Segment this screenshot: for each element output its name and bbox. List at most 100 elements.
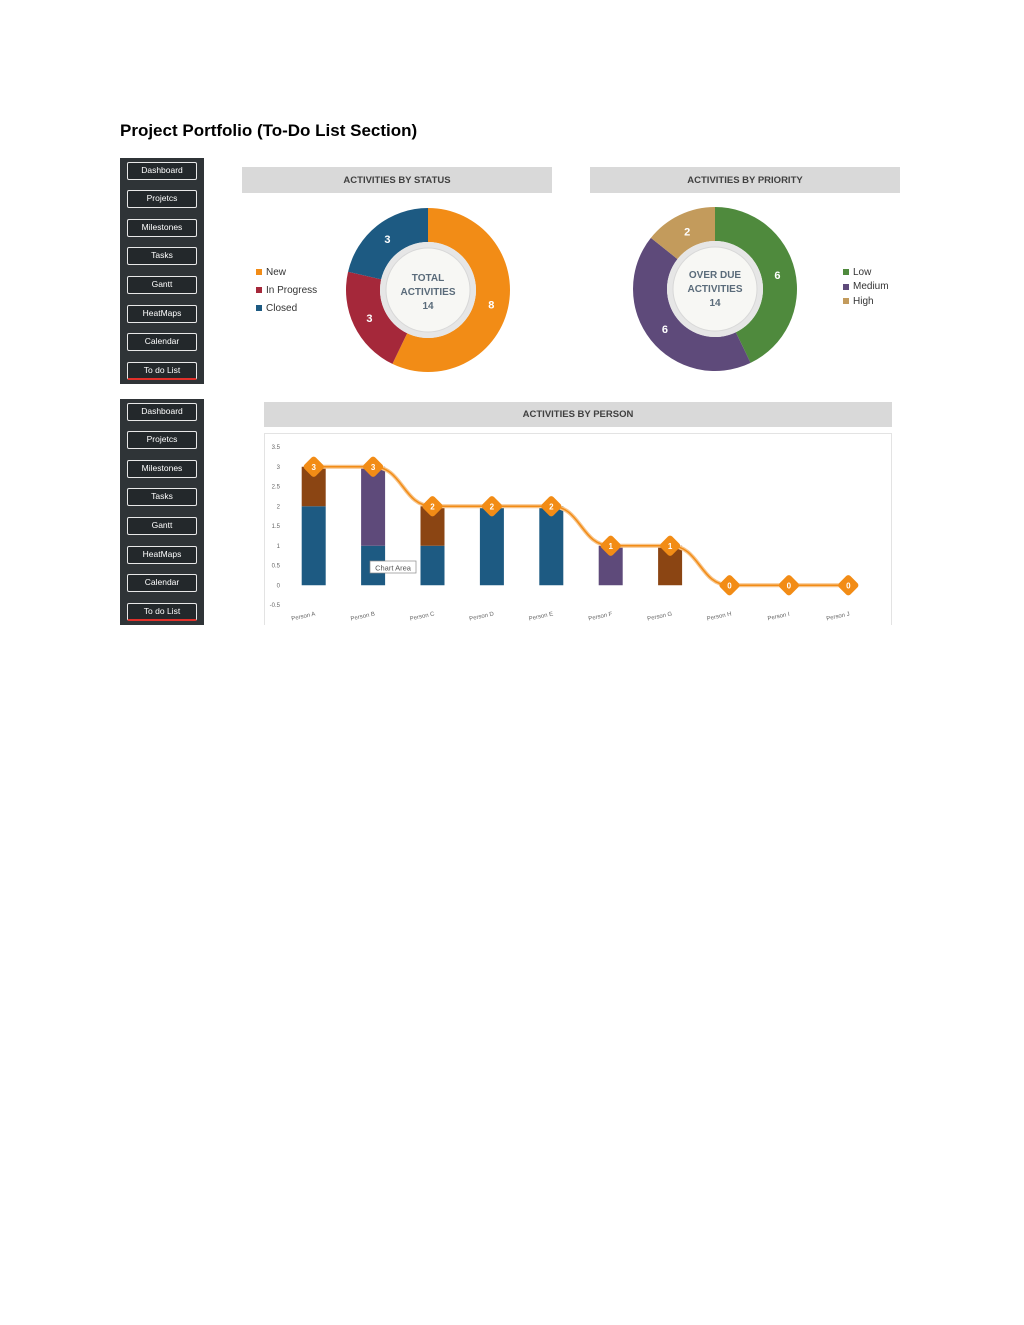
- nav-milestones-button[interactable]: Milestones: [127, 460, 197, 478]
- y-tick-label: 1.5: [272, 524, 281, 530]
- legend-label-high: High: [853, 295, 874, 307]
- bar-segment-0: [301, 506, 326, 586]
- priority-slice-high: [650, 207, 715, 260]
- nav-gantt-button[interactable]: Gantt: [127, 276, 197, 294]
- x-category-label: Person B: [350, 612, 375, 623]
- legend-item-in-progress: In Progress: [256, 281, 317, 299]
- nav-dashboard-button[interactable]: Dashboard: [127, 403, 197, 421]
- legend-swatch-high: [843, 298, 849, 305]
- total-marker-label: 2: [430, 502, 435, 511]
- total-marker-core: [603, 538, 618, 553]
- legend-item-low: Low: [843, 265, 889, 280]
- x-category-label: Person J: [826, 612, 850, 623]
- bar-segment-0: [539, 506, 564, 586]
- legend-item-closed: Closed: [256, 299, 317, 317]
- priority-center-value: 14: [709, 298, 721, 309]
- priority-chart-header: ACTIVITIES BY PRIORITY: [590, 167, 900, 193]
- nav-projects-button[interactable]: Projetcs: [127, 190, 197, 208]
- priority-inner-disc: [672, 246, 758, 332]
- person-bar-chart: -0.5 0 0.5 1 1.5 2 2.5 3 3.5 3 3 2 2 2 1 1 0 0 0 Person A Pe…: [270, 445, 859, 623]
- priority-slice-low: [715, 207, 797, 363]
- nav-dashboard-button[interactable]: Dashboard: [127, 162, 197, 180]
- total-marker-label: 1: [608, 542, 613, 551]
- priority-slice-label-medium: 6: [662, 324, 668, 336]
- y-tick-label: 3: [277, 465, 281, 471]
- status-slice-closed: [348, 208, 428, 280]
- nav-heatmaps-button[interactable]: HeatMaps: [127, 305, 197, 323]
- legend-label-new: New: [266, 266, 287, 278]
- nav-gantt-button[interactable]: Gantt: [127, 517, 197, 535]
- status-slice-new: [392, 208, 511, 372]
- legend-swatch-medium: [843, 283, 849, 290]
- priority-center-line1: OVER DUE: [689, 270, 742, 281]
- nav-tasks-button[interactable]: Tasks: [127, 488, 197, 506]
- nav-projects-button[interactable]: Projetcs: [127, 431, 197, 449]
- bar-segment-0: [420, 545, 445, 586]
- page-title: Project Portfolio (To-Do List Section): [120, 121, 418, 140]
- status-chart-header: ACTIVITIES BY STATUS: [242, 167, 552, 193]
- legend-label-low: Low: [853, 266, 872, 278]
- y-tick-label: 2.5: [272, 485, 281, 491]
- nav-milestones-button[interactable]: Milestones: [127, 219, 197, 237]
- y-tick-label: -0.5: [270, 603, 281, 609]
- total-marker-core: [366, 459, 381, 474]
- legend-item-new: New: [256, 263, 317, 281]
- legend-item-high: High: [843, 294, 889, 309]
- y-tick-label: 2: [277, 504, 281, 510]
- total-marker-core: [425, 499, 440, 514]
- x-category-label: Person F: [588, 611, 613, 622]
- chart-area-tooltip-label: Chart Area: [375, 564, 412, 573]
- nav-todo-list-button[interactable]: To do List: [127, 603, 197, 621]
- total-marker-label: 2: [490, 502, 495, 511]
- total-marker-label: 3: [311, 463, 316, 472]
- nav-calendar-button[interactable]: Calendar: [127, 574, 197, 592]
- status-center-value: 14: [422, 301, 434, 312]
- nav-panel-top: Dashboard Projetcs Milestones Tasks Gant…: [120, 158, 204, 384]
- nav-todo-list-button[interactable]: To do List: [127, 362, 197, 380]
- total-marker-core: [663, 538, 678, 553]
- legend-label-medium: Medium: [853, 281, 889, 293]
- legend-swatch-closed: [256, 305, 262, 311]
- y-tick-label: 1: [277, 544, 281, 550]
- status-legend: New In Progress Closed: [256, 263, 317, 317]
- legend-label-in-progress: In Progress: [266, 284, 318, 296]
- status-slice-label-new: 8: [488, 299, 494, 311]
- x-category-label: Person H: [706, 611, 732, 622]
- status-center-line2: ACTIVITIES: [400, 287, 455, 298]
- total-marker-label: 0: [727, 581, 732, 590]
- y-tick-label: 3.5: [272, 445, 281, 451]
- priority-legend: Low Medium High: [843, 265, 889, 309]
- total-marker-core: [722, 578, 737, 593]
- legend-label-closed: Closed: [266, 302, 298, 314]
- priority-center-line2: ACTIVITIES: [687, 284, 742, 295]
- legend-swatch-low: [843, 269, 849, 276]
- x-category-label: Person G: [647, 611, 673, 622]
- priority-slice-medium: [633, 237, 751, 371]
- legend-swatch-in-progress: [256, 287, 262, 293]
- x-category-label: Person A: [291, 612, 316, 623]
- x-category-label: Person C: [409, 611, 435, 622]
- nav-tasks-button[interactable]: Tasks: [127, 247, 197, 265]
- status-slice-label-closed: 3: [384, 234, 390, 246]
- total-marker-core: [781, 578, 796, 593]
- x-category-label: Person I: [767, 612, 790, 623]
- bar-segment-0: [479, 506, 504, 586]
- legend-swatch-new: [256, 269, 262, 275]
- total-marker-core: [544, 499, 559, 514]
- status-center-line1: TOTAL: [412, 273, 444, 284]
- total-marker-label: 2: [549, 502, 554, 511]
- x-category-label: Person E: [528, 612, 553, 623]
- nav-calendar-button[interactable]: Calendar: [127, 333, 197, 351]
- priority-donut-chart: OVER DUE ACTIVITIES 14 6 6 2: [633, 207, 797, 371]
- total-marker-label: 3: [371, 463, 376, 472]
- total-marker-core: [841, 578, 856, 593]
- nav-heatmaps-button[interactable]: HeatMaps: [127, 546, 197, 564]
- y-tick-label: 0.5: [272, 564, 281, 570]
- status-slice-in-progress: [346, 271, 408, 364]
- priority-slice-label-low: 6: [774, 270, 780, 282]
- total-marker-core: [484, 499, 499, 514]
- total-marker-label: 0: [787, 581, 792, 590]
- total-marker-core: [306, 459, 321, 474]
- total-line: [313, 466, 849, 586]
- priority-slice-label-high: 2: [684, 226, 690, 238]
